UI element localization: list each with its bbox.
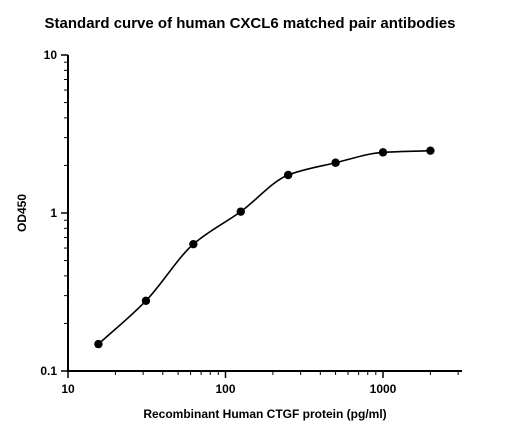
chart-title: Standard curve of human CXCL6 matched pa… [45,15,456,32]
data-point [94,339,103,349]
y-tick-label: 1 [50,206,57,220]
fit-curve [97,149,431,345]
tick-labels: 10 100 1000 0.1 1 10 [40,48,396,396]
x-axis-label: Recombinant Human CTGF protein (pg/ml) [143,407,386,421]
data-point [331,158,340,167]
data-point [378,148,388,157]
data-point [426,146,435,155]
data-point [141,296,151,306]
data-points [94,146,435,349]
minor-ticks [64,61,459,375]
major-ticks [61,54,384,378]
axes [67,55,462,372]
y-tick-label: 10 [44,48,58,62]
x-tick-label: 1000 [370,382,397,396]
data-point [283,170,293,180]
y-tick-label: 0.1 [40,364,57,378]
y-axis-label: OD450 [15,194,29,232]
data-point [236,207,245,216]
x-tick-label: 10 [61,382,75,396]
data-point [189,239,198,249]
x-tick-label: 100 [215,382,235,396]
